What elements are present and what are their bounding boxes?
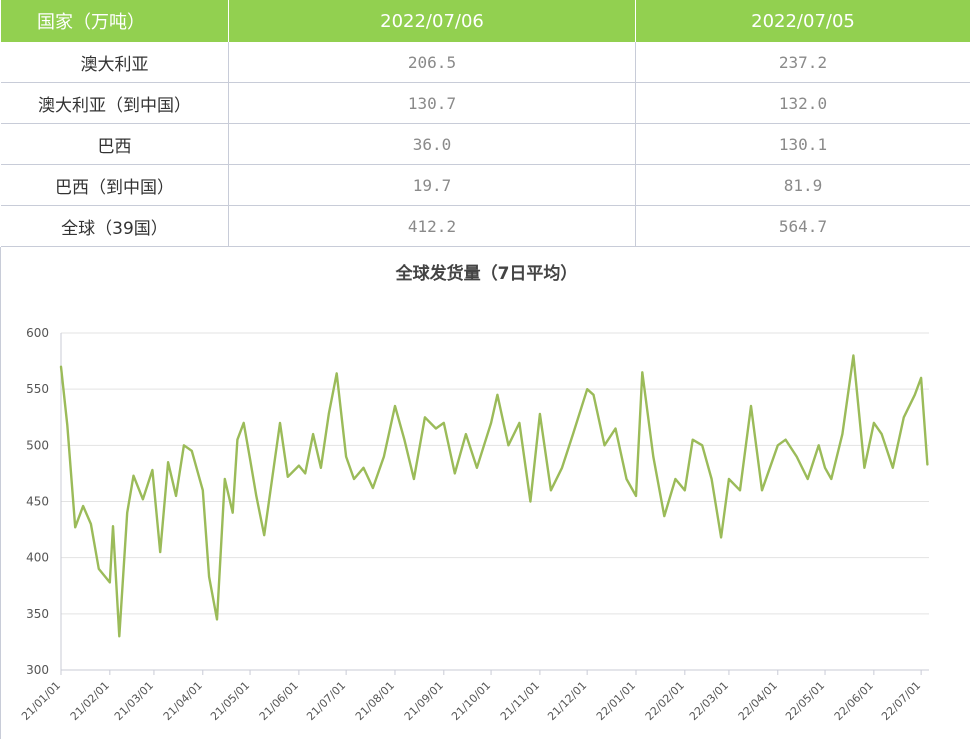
x-tick-label: 21/03/01: [112, 679, 156, 723]
table-row: 澳大利亚（到中国） 130.7 132.0: [1, 82, 970, 124]
country-cell: 澳大利亚: [1, 42, 229, 83]
value-cell: 132.0: [635, 82, 970, 124]
table-row: 巴西（到中国） 19.7 81.9: [1, 164, 970, 206]
value-cell: 206.5: [228, 42, 636, 83]
x-tick-label: 21/04/01: [161, 679, 205, 723]
x-tick-label: 22/01/01: [594, 679, 638, 723]
x-tick-label: 21/11/01: [498, 679, 542, 723]
chart-panel: 全球发货量（7日平均） 300 350 400 450 500 550 600 21/01/0…: [0, 247, 971, 739]
country-cell: 澳大利亚（到中国）: [1, 82, 229, 124]
series-line: [59, 354, 929, 638]
value-cell: 36.0: [228, 123, 636, 165]
table-row: 巴西 36.0 130.1: [1, 123, 970, 165]
country-cell: 巴西: [1, 123, 229, 165]
header-date-2: 2022/07/05: [635, 0, 970, 42]
value-cell: 237.2: [635, 42, 970, 83]
table-row: 全球（39国） 412.2 564.7: [1, 205, 970, 247]
value-cell: 81.9: [635, 164, 970, 206]
x-tick-label: 21/10/01: [449, 679, 493, 723]
y-tick-label: 450: [26, 495, 49, 509]
x-tick-label: 21/09/01: [402, 679, 446, 723]
x-tick-label: 21/05/01: [208, 679, 252, 723]
x-tick-label: 22/05/01: [783, 679, 827, 723]
value-cell: 412.2: [228, 205, 636, 247]
header-date-1: 2022/07/06: [228, 0, 636, 42]
header-country: 国家（万吨）: [1, 0, 229, 42]
value-cell: 130.1: [635, 123, 970, 165]
x-tick-label: 21/02/01: [68, 679, 112, 723]
table-row: 澳大利亚 206.5 237.2: [1, 42, 970, 83]
table-header-row: 国家（万吨） 2022/07/06 2022/07/05: [1, 0, 970, 42]
x-tick-label: 21/12/01: [545, 679, 589, 723]
x-tick-label: 21/07/01: [304, 679, 348, 723]
country-cell: 巴西（到中国）: [1, 164, 229, 206]
x-tick-label: 22/03/01: [687, 679, 731, 723]
shipment-table: 国家（万吨） 2022/07/06 2022/07/05 澳大利亚 206.5 …: [1, 0, 970, 247]
y-tick-label: 350: [26, 607, 49, 621]
value-cell: 564.7: [635, 205, 970, 247]
y-tick-label: 300: [26, 663, 49, 677]
x-tick-label: 22/02/01: [643, 679, 687, 723]
value-cell: 19.7: [228, 164, 636, 206]
chart-title: 全球发货量（7日平均）: [395, 264, 578, 284]
x-tick-label: 21/06/01: [257, 679, 301, 723]
x-tick-label: 22/04/01: [736, 679, 780, 723]
value-cell: 130.7: [228, 82, 636, 124]
y-tick-label: 550: [26, 382, 49, 396]
x-tick-label: 21/08/01: [353, 679, 397, 723]
x-tick-label: 22/06/01: [832, 679, 876, 723]
country-cell: 全球（39国）: [1, 205, 229, 247]
y-tick-label: 500: [26, 438, 49, 452]
y-tick-label: 400: [26, 551, 49, 565]
y-tick-label: 600: [26, 326, 49, 340]
x-tick-label: 22/07/01: [879, 679, 923, 723]
x-tick-label: 21/01/01: [19, 679, 63, 723]
